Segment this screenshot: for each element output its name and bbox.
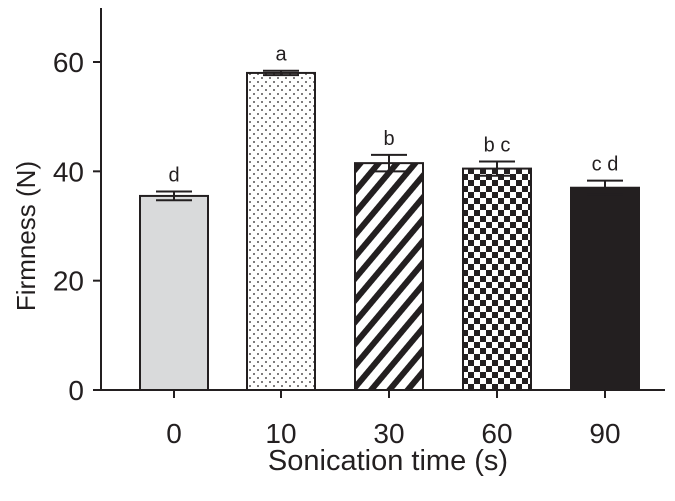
significance-labels: d a b b c c d (168, 44, 618, 187)
x-ticks: 0 10 30 60 90 (166, 390, 621, 449)
x-tick-label: 30 (373, 418, 404, 449)
y-tick-label: 60 (53, 47, 84, 78)
x-axis-label: Sonication time (s) (268, 445, 508, 477)
error-bar (587, 179, 623, 196)
bar (354, 162, 424, 391)
significance-label: b (383, 128, 394, 150)
bar (570, 186, 640, 391)
x-tick-label: 60 (481, 418, 512, 449)
x-tick-label: 10 (265, 418, 296, 449)
x-tick-label: 90 (589, 418, 620, 449)
significance-label: d (168, 165, 179, 187)
error-bar (371, 153, 407, 173)
bar (462, 167, 532, 391)
y-tick-label: 40 (53, 156, 84, 187)
error-bar (263, 69, 299, 77)
x-tick-label: 0 (166, 418, 182, 449)
y-axis-label: Firmness (N) (11, 161, 41, 311)
y-tick-label: 0 (68, 375, 84, 406)
bars (139, 71, 640, 392)
error-bar (479, 160, 515, 177)
significance-label: b c (484, 134, 511, 156)
error-bar (156, 190, 192, 202)
y-tick-label: 20 (53, 266, 84, 297)
bar (139, 194, 209, 391)
y-ticks: 0 20 40 60 (53, 47, 101, 406)
significance-label: a (275, 44, 287, 66)
significance-label: c d (592, 154, 619, 176)
error-bars (156, 69, 623, 202)
bar (246, 71, 316, 392)
